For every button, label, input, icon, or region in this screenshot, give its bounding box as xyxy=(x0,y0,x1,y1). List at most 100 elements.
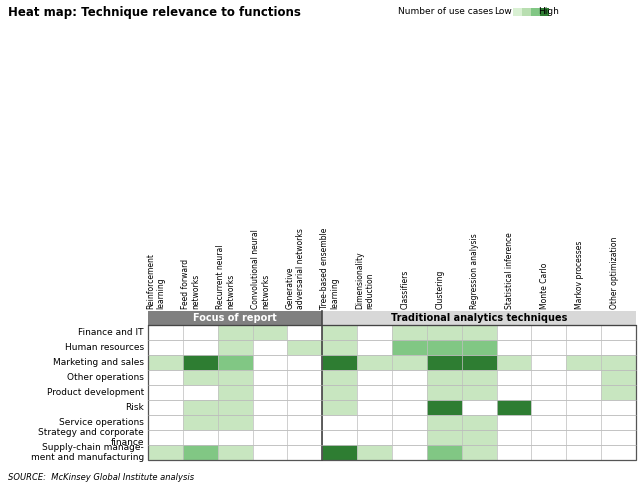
Bar xyxy=(357,325,392,340)
Bar xyxy=(148,400,183,415)
Text: Focus of report: Focus of report xyxy=(193,313,277,323)
Bar xyxy=(253,430,287,445)
Bar xyxy=(287,385,323,400)
Text: Dimensionality
reduction: Dimensionality reduction xyxy=(355,251,374,309)
Bar xyxy=(566,400,601,415)
Bar xyxy=(357,400,392,415)
Bar xyxy=(392,445,427,460)
Bar xyxy=(253,325,287,340)
Text: Generative
adversarial networks: Generative adversarial networks xyxy=(285,228,305,309)
Text: Statistical inference: Statistical inference xyxy=(505,232,514,309)
Bar xyxy=(323,415,357,430)
Bar xyxy=(601,325,636,340)
Bar xyxy=(183,355,218,370)
Bar xyxy=(148,311,323,325)
Bar xyxy=(218,445,253,460)
Bar xyxy=(218,415,253,430)
Text: Marketing and sales: Marketing and sales xyxy=(53,358,144,367)
Bar xyxy=(497,325,531,340)
Bar xyxy=(183,445,218,460)
Text: Low: Low xyxy=(494,7,512,16)
Bar xyxy=(148,445,183,460)
Bar xyxy=(497,400,531,415)
Bar xyxy=(218,325,253,340)
Bar xyxy=(601,340,636,355)
Bar xyxy=(392,415,427,430)
Bar xyxy=(218,385,253,400)
Bar xyxy=(566,415,601,430)
Bar xyxy=(522,8,531,16)
Bar xyxy=(148,325,183,340)
Bar xyxy=(531,445,566,460)
Bar xyxy=(323,355,357,370)
Text: Feed forward
networks: Feed forward networks xyxy=(181,259,200,309)
Bar xyxy=(461,340,497,355)
Bar xyxy=(566,325,601,340)
Text: Traditional analytics techniques: Traditional analytics techniques xyxy=(391,313,567,323)
Bar xyxy=(531,355,566,370)
Bar xyxy=(566,445,601,460)
Bar xyxy=(323,311,636,325)
Bar xyxy=(183,400,218,415)
Bar xyxy=(497,340,531,355)
Bar xyxy=(461,355,497,370)
Bar xyxy=(461,325,497,340)
Bar xyxy=(601,385,636,400)
Bar xyxy=(601,355,636,370)
Text: Monte Carlo: Monte Carlo xyxy=(540,263,549,309)
Text: Classifiers: Classifiers xyxy=(401,270,410,309)
Bar xyxy=(461,445,497,460)
Bar xyxy=(461,415,497,430)
Bar xyxy=(183,325,218,340)
Text: Finance and IT: Finance and IT xyxy=(79,328,144,337)
Bar xyxy=(148,385,183,400)
Bar xyxy=(148,325,636,460)
Bar xyxy=(287,340,323,355)
Bar xyxy=(513,8,522,16)
Bar xyxy=(287,325,323,340)
Bar xyxy=(566,370,601,385)
Bar xyxy=(148,370,183,385)
Bar xyxy=(183,385,218,400)
Bar xyxy=(497,385,531,400)
Bar xyxy=(427,355,461,370)
Bar xyxy=(566,340,601,355)
Bar xyxy=(427,415,461,430)
Bar xyxy=(357,445,392,460)
Bar xyxy=(253,340,287,355)
Bar xyxy=(566,430,601,445)
Bar xyxy=(183,415,218,430)
Text: Other optimization: Other optimization xyxy=(609,237,619,309)
Bar xyxy=(287,445,323,460)
Bar xyxy=(357,385,392,400)
Bar xyxy=(218,340,253,355)
Bar xyxy=(566,355,601,370)
Bar xyxy=(601,400,636,415)
Bar xyxy=(253,355,287,370)
Text: Strategy and corporate
finance: Strategy and corporate finance xyxy=(38,428,144,447)
Bar xyxy=(323,385,357,400)
Bar xyxy=(323,325,357,340)
Text: Reinforcement
learning: Reinforcement learning xyxy=(146,253,165,309)
Bar xyxy=(148,430,183,445)
Bar xyxy=(540,8,549,16)
Bar xyxy=(148,340,183,355)
Bar xyxy=(392,400,427,415)
Bar xyxy=(218,370,253,385)
Bar xyxy=(323,430,357,445)
Text: Other operations: Other operations xyxy=(67,373,144,382)
Text: Number of use cases: Number of use cases xyxy=(398,7,493,16)
Bar xyxy=(357,430,392,445)
Bar xyxy=(461,400,497,415)
Bar xyxy=(357,340,392,355)
Bar xyxy=(323,445,357,460)
Text: Human resources: Human resources xyxy=(65,343,144,352)
Bar xyxy=(218,400,253,415)
Bar xyxy=(183,430,218,445)
Bar xyxy=(531,385,566,400)
Bar xyxy=(461,385,497,400)
Bar xyxy=(253,385,287,400)
Bar xyxy=(323,370,357,385)
Text: Clustering: Clustering xyxy=(435,270,444,309)
Bar xyxy=(148,355,183,370)
